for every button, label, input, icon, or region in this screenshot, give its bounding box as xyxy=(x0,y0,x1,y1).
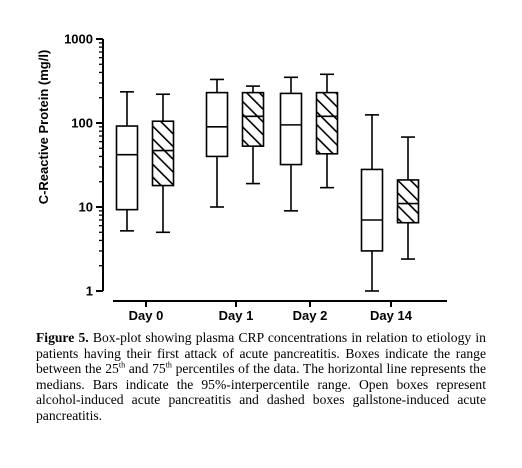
open-box xyxy=(205,78,229,208)
interquartile-box xyxy=(315,91,339,155)
open-box xyxy=(115,91,139,232)
caption-label: Figure 5. xyxy=(36,330,89,345)
caption-sup-2: th xyxy=(165,360,172,370)
y-axis-label: C-Reactive Protein (mg/l) xyxy=(36,50,51,205)
y-tick-label: 1000 xyxy=(64,32,93,47)
x-tick-label: Day 14 xyxy=(370,308,413,323)
interquartile-box xyxy=(115,125,139,211)
interquartile-box xyxy=(279,92,303,166)
x-tick-label: Day 2 xyxy=(293,308,328,323)
box-plot-chart: C-Reactive Protein (mg/l) 1 10 100 1000 Day… xyxy=(36,32,447,323)
box-series xyxy=(115,73,420,292)
x-tick-label: Day 1 xyxy=(219,308,254,323)
open-box xyxy=(360,114,384,292)
hatched-box xyxy=(396,136,420,260)
caption-text-1: Box-plot showing plasma CRP concentratio… xyxy=(36,330,486,377)
caption-text-3: percentiles of the data. The horizontal … xyxy=(36,361,486,423)
hatched-box xyxy=(241,85,265,185)
interquartile-box xyxy=(396,179,420,224)
y-tick-label: 1 xyxy=(86,284,93,299)
caption-text-2: and 75 xyxy=(125,361,166,377)
open-box xyxy=(279,76,303,212)
caption-sup-1: th xyxy=(118,360,126,370)
hatched-box xyxy=(151,93,175,234)
figure-caption: Figure 5. Box-plot showing plasma CRP co… xyxy=(36,330,486,424)
interquartile-box xyxy=(151,120,175,187)
interquartile-box xyxy=(241,91,265,147)
interquartile-box xyxy=(205,91,229,158)
y-tick-label: 100 xyxy=(71,116,93,131)
x-tick-label: Day 0 xyxy=(129,308,164,323)
hatched-box xyxy=(315,73,339,189)
y-tick-label: 10 xyxy=(79,200,93,215)
interquartile-box xyxy=(360,168,384,252)
y-axis-ticks: 1 10 100 1000 xyxy=(64,32,103,299)
x-axis-ticks: Day 0 Day 1 Day 2 Day 14 xyxy=(129,301,413,323)
